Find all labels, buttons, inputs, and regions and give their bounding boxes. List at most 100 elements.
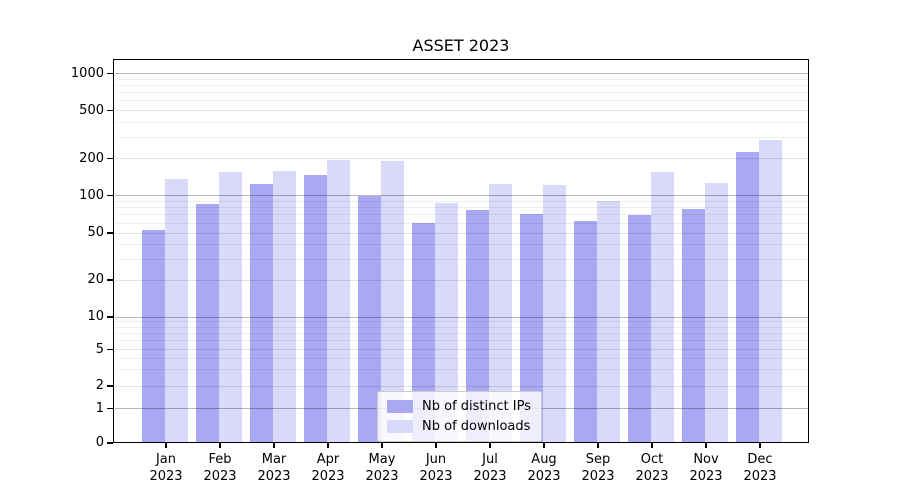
gridline-70 [114, 214, 808, 216]
bar-distinct-ips-sep [574, 221, 597, 443]
y-tick-mark [107, 194, 113, 197]
gridline-20 [114, 279, 808, 281]
bar-distinct-ips-may [358, 196, 381, 443]
gridline-80 [114, 207, 808, 209]
x-tick-mark [327, 443, 329, 448]
legend-item-distinct-ips: Nb of distinct IPs [387, 399, 531, 414]
y-tick-label: 5 [95, 341, 104, 357]
gridline-7 [114, 333, 808, 335]
y-tick-mark [107, 385, 113, 387]
bar-distinct-ips-aug [520, 214, 543, 443]
y-tick-mark [107, 232, 113, 234]
gridline-30 [114, 258, 808, 260]
gridline-6 [114, 340, 808, 342]
bar-downloads-mar [273, 170, 296, 443]
gridline-60 [114, 222, 808, 224]
legend: Nb of distinct IPs Nb of downloads [377, 391, 542, 442]
bar-distinct-ips-jan [142, 229, 165, 443]
x-tick-mark [381, 443, 383, 448]
legend-item-downloads: Nb of downloads [387, 419, 531, 434]
gridline-8 [114, 326, 808, 328]
x-tick-label: Jan 2023 [149, 452, 183, 484]
bar-downloads-oct [651, 171, 674, 443]
x-tick-mark [273, 443, 275, 448]
x-tick-mark [651, 443, 653, 448]
y-tick-mark [107, 157, 113, 160]
x-tick-mark [165, 443, 167, 448]
legend-label-distinct-ips: Nb of distinct IPs [422, 399, 531, 414]
y-tick-mark [107, 407, 113, 410]
bar-distinct-ips-oct [628, 214, 651, 443]
x-tick-mark [597, 443, 599, 448]
x-tick-label: Oct 2023 [635, 452, 669, 484]
x-tick-mark [759, 443, 761, 448]
gridline-400 [114, 121, 808, 123]
gridline-50 [114, 232, 808, 234]
y-tick-label: 20 [87, 272, 104, 287]
gridline-700 [114, 92, 808, 94]
y-tick-mark [107, 279, 113, 281]
x-tick-mark [705, 443, 707, 448]
gridline-5 [114, 349, 808, 350]
y-tick-mark [107, 72, 113, 75]
bar-downloads-apr [327, 159, 350, 443]
gridline-40 [114, 243, 808, 245]
y-tick-label: 0 [95, 435, 104, 450]
gridline-1000 [114, 73, 808, 74]
bar-downloads-dec [759, 140, 782, 443]
y-tick-label: 1 [95, 400, 104, 416]
legend-swatch-downloads [387, 420, 413, 433]
x-tick-label: Jun 2023 [419, 452, 453, 484]
bar-downloads-sep [597, 201, 620, 443]
x-tick-label: Sep 2023 [581, 452, 615, 484]
gridline-2 [114, 385, 808, 387]
bar-distinct-ips-apr [304, 174, 327, 443]
x-tick-label: Nov 2023 [689, 452, 723, 484]
x-tick-label: Apr 2023 [311, 452, 345, 484]
y-tick-label: 500 [79, 102, 104, 118]
gridline-600 [114, 100, 808, 102]
bar-distinct-ips-dec [736, 152, 759, 443]
bar-distinct-ips-feb [196, 203, 219, 443]
x-tick-label: May 2023 [365, 452, 399, 484]
bar-downloads-feb [219, 171, 242, 443]
y-tick-label: 1000 [70, 65, 104, 81]
gridline-4 [114, 357, 808, 359]
y-tick-mark [107, 109, 113, 112]
x-tick-mark [219, 443, 221, 448]
y-tick-mark [107, 316, 113, 318]
gridline-100 [114, 195, 808, 196]
bar-downloads-aug [543, 185, 566, 443]
x-tick-mark [543, 443, 545, 448]
gridline-500 [114, 110, 808, 111]
gridline-200 [114, 158, 808, 159]
y-tick-label: 10 [87, 309, 104, 324]
y-tick-label: 100 [79, 187, 104, 203]
gridline-300 [114, 136, 808, 138]
x-tick-label: Mar 2023 [257, 452, 291, 484]
x-tick-mark [489, 443, 491, 448]
bar-distinct-ips-jun [412, 223, 435, 443]
x-tick-label: Jul 2023 [473, 452, 507, 484]
x-tick-label: Aug 2023 [527, 452, 561, 484]
bar-downloads-jul [489, 184, 512, 443]
y-tick-label: 50 [87, 225, 104, 240]
chart-title: ASSET 2023 [412, 36, 510, 55]
gridline-10 [114, 316, 808, 318]
gridline-9 [114, 321, 808, 323]
bar-downloads-jun [435, 203, 458, 443]
bar-downloads-jan [165, 179, 188, 443]
x-tick-label: Dec 2023 [743, 452, 777, 484]
y-tick-mark [107, 348, 113, 351]
legend-swatch-distinct-ips [387, 400, 413, 413]
x-tick-label: Feb 2023 [203, 452, 237, 484]
bar-downloads-may [381, 160, 404, 443]
bar-distinct-ips-nov [682, 208, 705, 443]
y-tick-label: 200 [79, 150, 104, 166]
x-tick-mark [435, 443, 437, 448]
gridline-3 [114, 369, 808, 371]
bar-distinct-ips-jul [466, 210, 489, 443]
y-tick-label: 2 [95, 378, 104, 393]
y-tick-mark [107, 442, 113, 444]
